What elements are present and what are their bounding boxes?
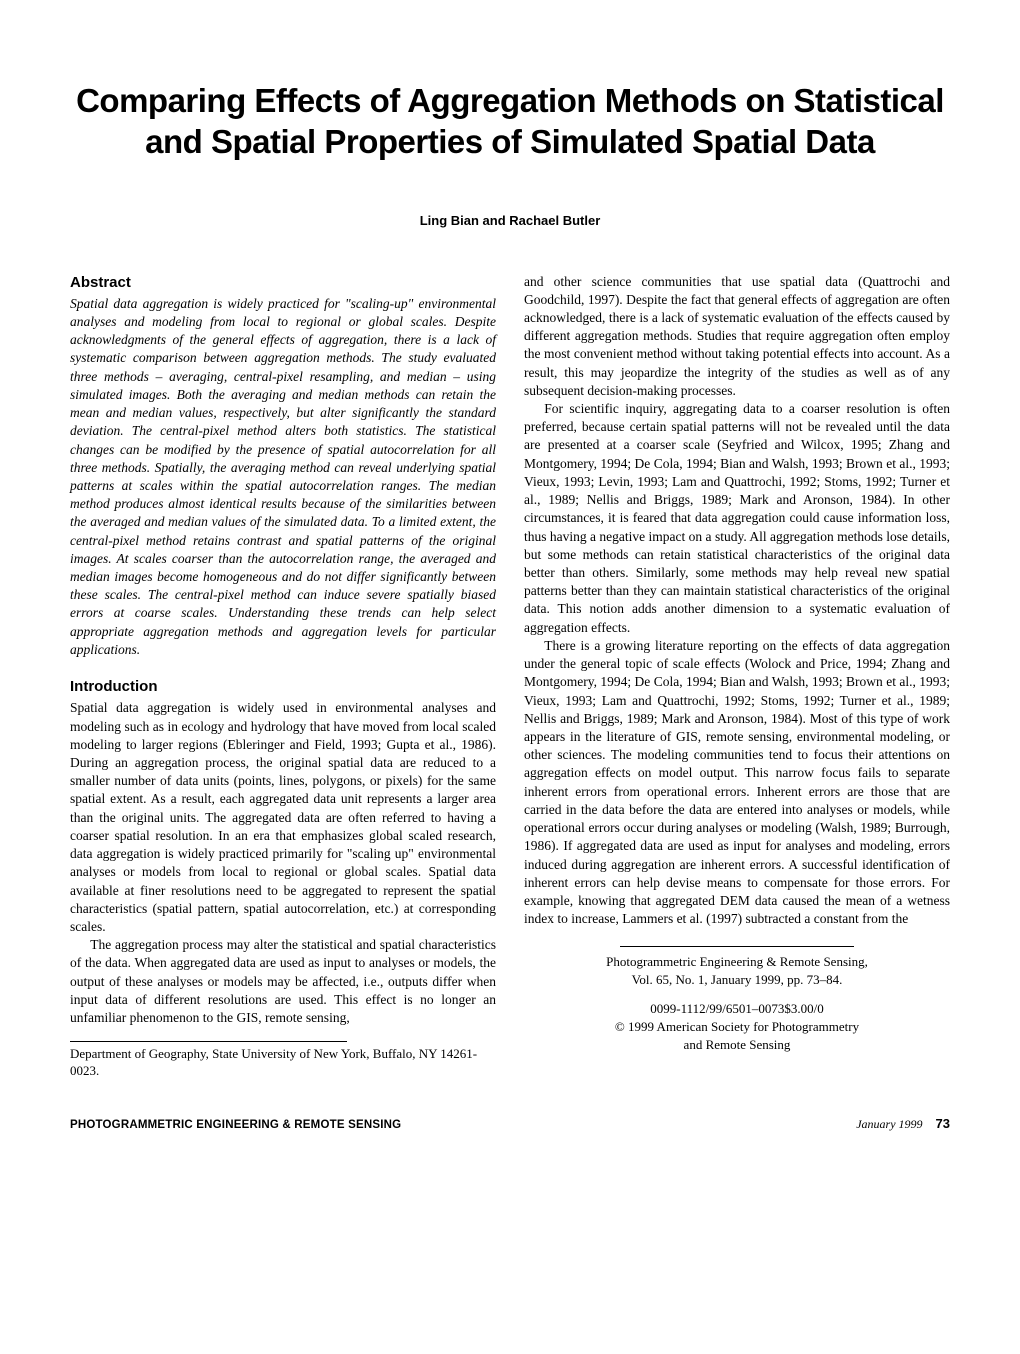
footer-page-number: 73: [936, 1116, 950, 1131]
citation-copyright-1: © 1999 American Society for Photogrammet…: [524, 1018, 950, 1036]
col2-paragraph-2: For scientific inquiry, aggregating data…: [524, 400, 950, 637]
abstract-heading: Abstract: [70, 273, 496, 293]
footer-right: January 1999 73: [856, 1116, 950, 1132]
citation-block: Photogrammetric Engineering & Remote Sen…: [524, 946, 950, 1053]
authors-line: Ling Bian and Rachael Butler: [70, 213, 950, 228]
affiliation-block: Department of Geography, State Universit…: [70, 1041, 496, 1080]
citation-volume: Vol. 65, No. 1, January 1999, pp. 73–84.: [524, 971, 950, 989]
citation-issn: 0099-1112/99/6501–0073$3.00/0: [524, 1000, 950, 1018]
intro-paragraph-1: Spatial data aggregation is widely used …: [70, 699, 496, 936]
intro-paragraph-2: The aggregation process may alter the st…: [70, 936, 496, 1027]
footer-date: January 1999: [856, 1117, 922, 1131]
page-footer: PHOTOGRAMMETRIC ENGINEERING & REMOTE SEN…: [70, 1110, 950, 1132]
affiliation-rule: [70, 1041, 347, 1042]
paper-title: Comparing Effects of Aggregation Methods…: [70, 80, 950, 163]
journal-page: Comparing Effects of Aggregation Methods…: [0, 0, 1020, 1162]
affiliation-text: Department of Geography, State Universit…: [70, 1046, 496, 1080]
citation-rule: [620, 946, 854, 947]
abstract-text: Spatial data aggregation is widely pract…: [70, 295, 496, 659]
footer-journal-name: PHOTOGRAMMETRIC ENGINEERING & REMOTE SEN…: [70, 1119, 401, 1131]
citation-journal: Photogrammetric Engineering & Remote Sen…: [524, 953, 950, 971]
col2-paragraph-3: There is a growing literature reporting …: [524, 637, 950, 929]
citation-copyright-2: and Remote Sensing: [524, 1036, 950, 1054]
two-column-body: Abstract Spatial data aggregation is wid…: [70, 273, 950, 1081]
introduction-heading: Introduction: [70, 677, 496, 697]
col2-paragraph-1: and other science communities that use s…: [524, 273, 950, 401]
